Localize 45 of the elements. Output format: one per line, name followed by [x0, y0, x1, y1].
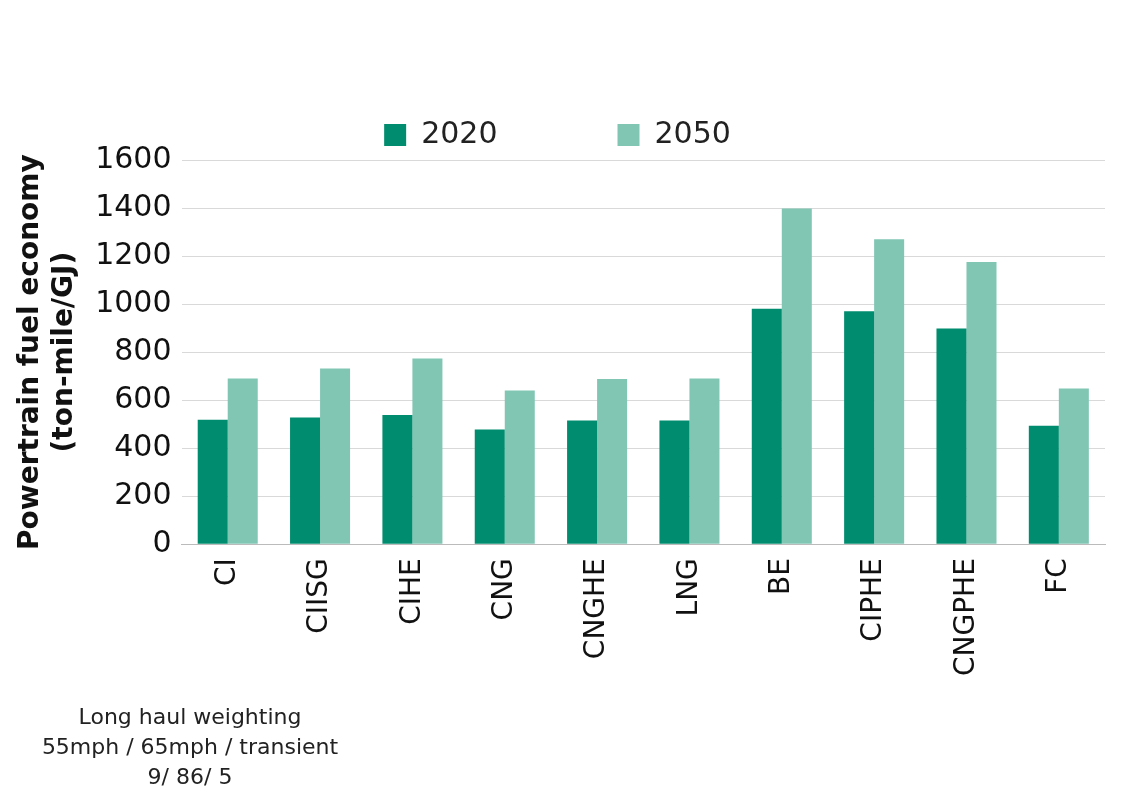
- bar: [1058, 388, 1089, 544]
- y-tick-label: 1000: [95, 283, 172, 319]
- y-tick-label: 800: [114, 331, 172, 367]
- bar: [781, 208, 812, 544]
- y-tick-label: 400: [114, 427, 172, 463]
- text: 55mph / 65mph / transient: [40, 733, 340, 761]
- bar: [290, 417, 321, 544]
- x-tick-label: CI: [209, 558, 242, 586]
- x-tick-label: CNGHE: [578, 558, 612, 660]
- x-tick-label: CIHE: [393, 558, 427, 625]
- bar: [966, 262, 997, 544]
- bar: [1028, 425, 1059, 544]
- bar: [936, 328, 967, 544]
- bar: [567, 420, 598, 544]
- x-tick-label: FC: [1040, 558, 1074, 594]
- y-tick-label: 1600: [95, 139, 172, 175]
- x-tick-label: CNG: [486, 558, 520, 621]
- bar: [874, 239, 905, 544]
- bar: [320, 368, 351, 544]
- bar: [689, 378, 720, 544]
- bar: [844, 311, 875, 544]
- y-tick-label: 200: [114, 475, 172, 511]
- legend-label: 2050: [654, 114, 731, 150]
- x-tick-label: CIISG: [301, 558, 335, 634]
- text: 9/ 86/ 5: [146, 763, 234, 791]
- bar: [504, 390, 535, 544]
- x-tick-label: LNG: [670, 558, 704, 617]
- y-tick-label: 1400: [95, 187, 172, 223]
- legend-label: 2020: [421, 114, 498, 150]
- text: Long haul weighting: [77, 703, 303, 731]
- y-tick-label: 0: [152, 523, 172, 559]
- y-tick-label: 1200: [95, 235, 172, 271]
- y-tick-label: 600: [114, 379, 172, 415]
- y-axis-title: Powertrain fuel economy (ton-mile/GJ): [12, 154, 79, 550]
- bar: [197, 419, 228, 544]
- bar: [751, 308, 782, 544]
- bar: [597, 378, 628, 544]
- bar: [227, 378, 258, 544]
- bar: [412, 358, 443, 544]
- x-tick-label: BE: [763, 558, 797, 596]
- bar: [474, 429, 505, 544]
- bar: [659, 420, 690, 544]
- x-tick-label: CIPHE: [855, 558, 889, 642]
- x-tick-label: CNGPHE: [947, 558, 981, 676]
- bar: [382, 415, 413, 544]
